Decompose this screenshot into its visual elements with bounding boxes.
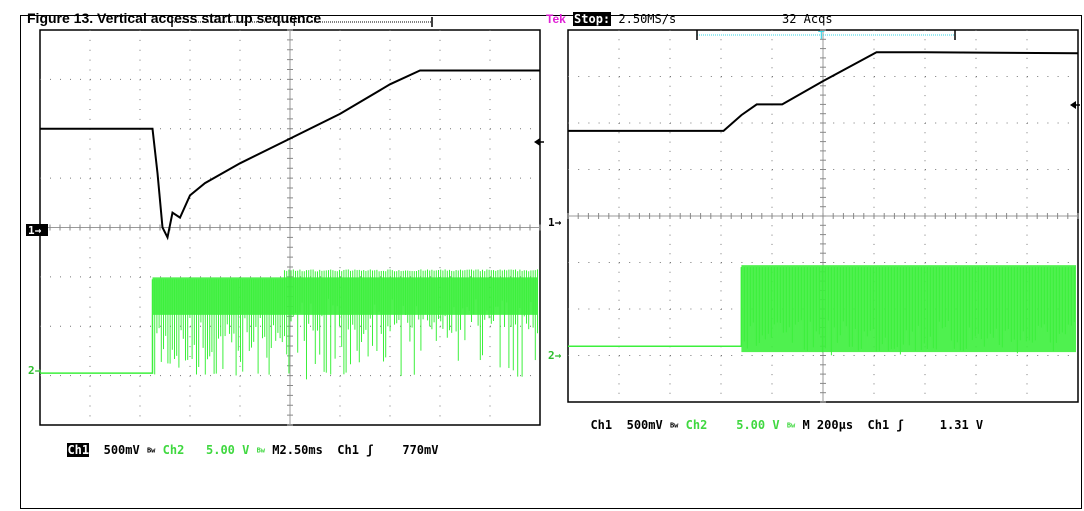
brand-label: Tek bbox=[546, 12, 566, 26]
left-timebase: M2.50ms bbox=[272, 443, 323, 457]
right-bw2-icon: Bw bbox=[786, 421, 796, 430]
left-ch1-marker-box bbox=[26, 224, 48, 236]
right-ch2-burst-band bbox=[741, 265, 1076, 353]
left-bw2-icon: Bw bbox=[256, 446, 266, 455]
left-trigger-level-arrow bbox=[534, 138, 540, 146]
right-ch2-label: Ch2 bbox=[685, 418, 708, 432]
acquisition-state: Stop: bbox=[573, 12, 612, 26]
right-trigger-position-label: T bbox=[818, 29, 825, 42]
left-ch2-marker: 2→ bbox=[28, 364, 42, 377]
sample-rate: 2.50MS/s bbox=[618, 12, 677, 26]
right-readout: Ch1 500mV Bw Ch2 5.00 V Bw M 200µs Ch1 ʃ… bbox=[576, 404, 983, 432]
left-trig-level: 770mV bbox=[402, 443, 439, 457]
right-timebase: M 200µs bbox=[802, 418, 854, 432]
left-ch1-label: Ch1 bbox=[67, 443, 90, 457]
right-ch2-marker: 2→ bbox=[548, 349, 562, 362]
left-ch2-scale: 5.00 V bbox=[206, 443, 250, 457]
right-bw-icon: Bw bbox=[669, 421, 679, 430]
right-trigger-level-arrow bbox=[1070, 101, 1076, 109]
right-trig-slope-icon: ʃ bbox=[896, 418, 904, 432]
scope-status-bar: Tek Stop: 2.50MS/s bbox=[546, 12, 676, 26]
left-ch1-marker: 1→ bbox=[28, 224, 42, 237]
right-ch2-scale: 5.00 V bbox=[736, 418, 780, 432]
left-bw-icon: Bw bbox=[146, 446, 156, 455]
figure-caption: Figure 13. Vertical access start up sequ… bbox=[27, 10, 322, 26]
left-trigger-position-label: T bbox=[291, 16, 298, 29]
acquisition-count: 32 Acqs bbox=[782, 12, 833, 26]
right-trig-source: Ch1 bbox=[867, 418, 890, 432]
right-ch1-marker: 1→ bbox=[548, 216, 562, 229]
left-ch1-trace bbox=[40, 69, 540, 241]
left-ch2-label: Ch2 bbox=[162, 443, 185, 457]
right-ch1-label: Ch1 bbox=[590, 418, 613, 432]
right-trig-level: 1.31 V bbox=[939, 418, 984, 432]
left-ch1-scale: 500mV bbox=[103, 443, 140, 457]
left-trig-source: Ch1 bbox=[337, 443, 359, 457]
left-trig-slope-icon: ʃ bbox=[366, 443, 374, 457]
left-readout: Ch1 500mV Bw Ch2 5.00 V Bw M2.50ms Ch1 ʃ… bbox=[53, 429, 438, 457]
right-ch1-scale: 500mV bbox=[626, 418, 663, 432]
figure-frame: Figure 13. Vertical access start up sequ… bbox=[20, 10, 1082, 509]
right-ch2-baseline bbox=[568, 267, 743, 347]
right-ch1-trace bbox=[568, 51, 1079, 132]
left-ch2-baseline bbox=[40, 279, 154, 374]
